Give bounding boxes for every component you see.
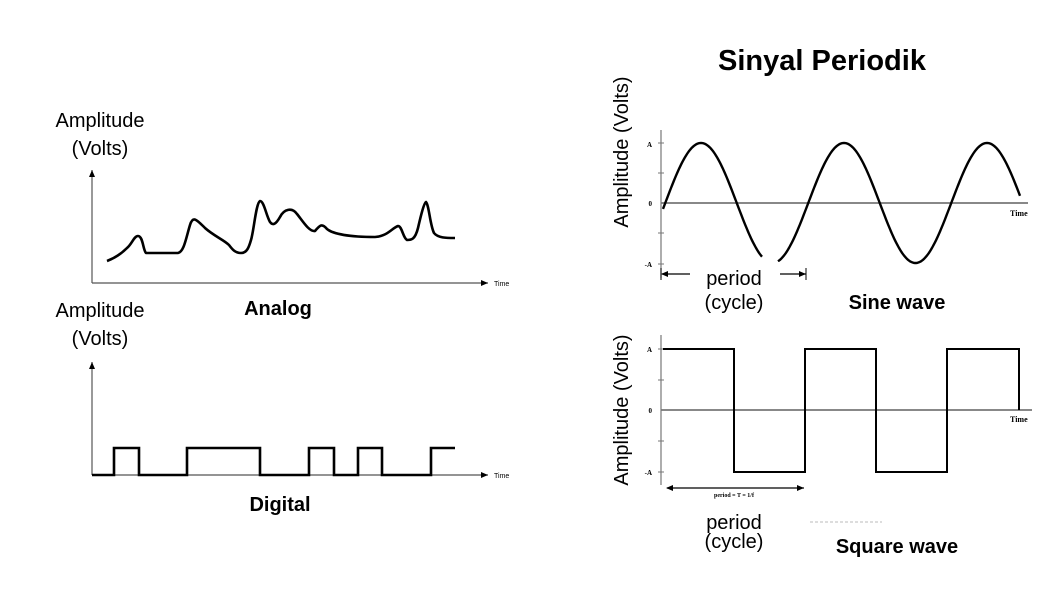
sine-x-label: Time xyxy=(1010,209,1028,218)
square-period-line1: period xyxy=(706,512,762,534)
square-waveform xyxy=(663,348,1020,473)
square-x-label: Time xyxy=(1010,415,1028,424)
square-y-label: Amplitude (Volts) xyxy=(611,334,633,485)
analog-x-label: Time xyxy=(494,281,509,288)
analog-caption: Analog xyxy=(244,298,312,320)
analog-y-label-line1: Amplitude xyxy=(56,110,145,132)
sine-caption: Sine wave xyxy=(849,292,946,314)
sine-period-line1: period xyxy=(706,268,762,290)
digital-panel: Amplitude (Volts) Time Digital xyxy=(56,300,510,516)
square-period-formula: period = T = 1/f xyxy=(714,493,755,499)
page-title: Sinyal Periodik xyxy=(718,45,927,77)
sine-waveform-left xyxy=(661,141,763,258)
sine-tick-zero: 0 xyxy=(649,200,653,208)
analog-y-label-line2: (Volts) xyxy=(72,138,129,160)
square-tick-neg: -A xyxy=(645,469,652,477)
analog-panel: Amplitude (Volts) Time Analog xyxy=(56,110,510,320)
square-tick-pos: A xyxy=(647,346,652,354)
sine-tick-pos: A xyxy=(647,141,652,149)
digital-y-label-line2: (Volts) xyxy=(72,328,129,350)
sine-period-label-bg xyxy=(690,262,780,316)
square-tick-zero: 0 xyxy=(649,407,653,415)
square-caption: Square wave xyxy=(836,536,958,558)
digital-y-label-line1: Amplitude xyxy=(56,300,145,322)
analog-waveform xyxy=(106,199,456,263)
sine-minor-ticks xyxy=(658,142,664,265)
digital-caption: Digital xyxy=(249,494,310,516)
sine-panel: Amplitude (Volts) A 0 -A Time period (cy… xyxy=(611,76,1028,316)
digital-x-label: Time xyxy=(494,473,509,480)
digital-waveform xyxy=(92,446,455,477)
sine-period-line2: (cycle) xyxy=(705,292,764,314)
sine-tick-neg: -A xyxy=(645,261,652,269)
square-period-line2: (cycle) xyxy=(705,531,764,553)
sine-waveform-right xyxy=(777,141,1022,265)
sine-y-label: Amplitude (Volts) xyxy=(611,76,633,227)
square-panel: Amplitude (Volts) A 0 -A Time period = T… xyxy=(611,334,1032,558)
